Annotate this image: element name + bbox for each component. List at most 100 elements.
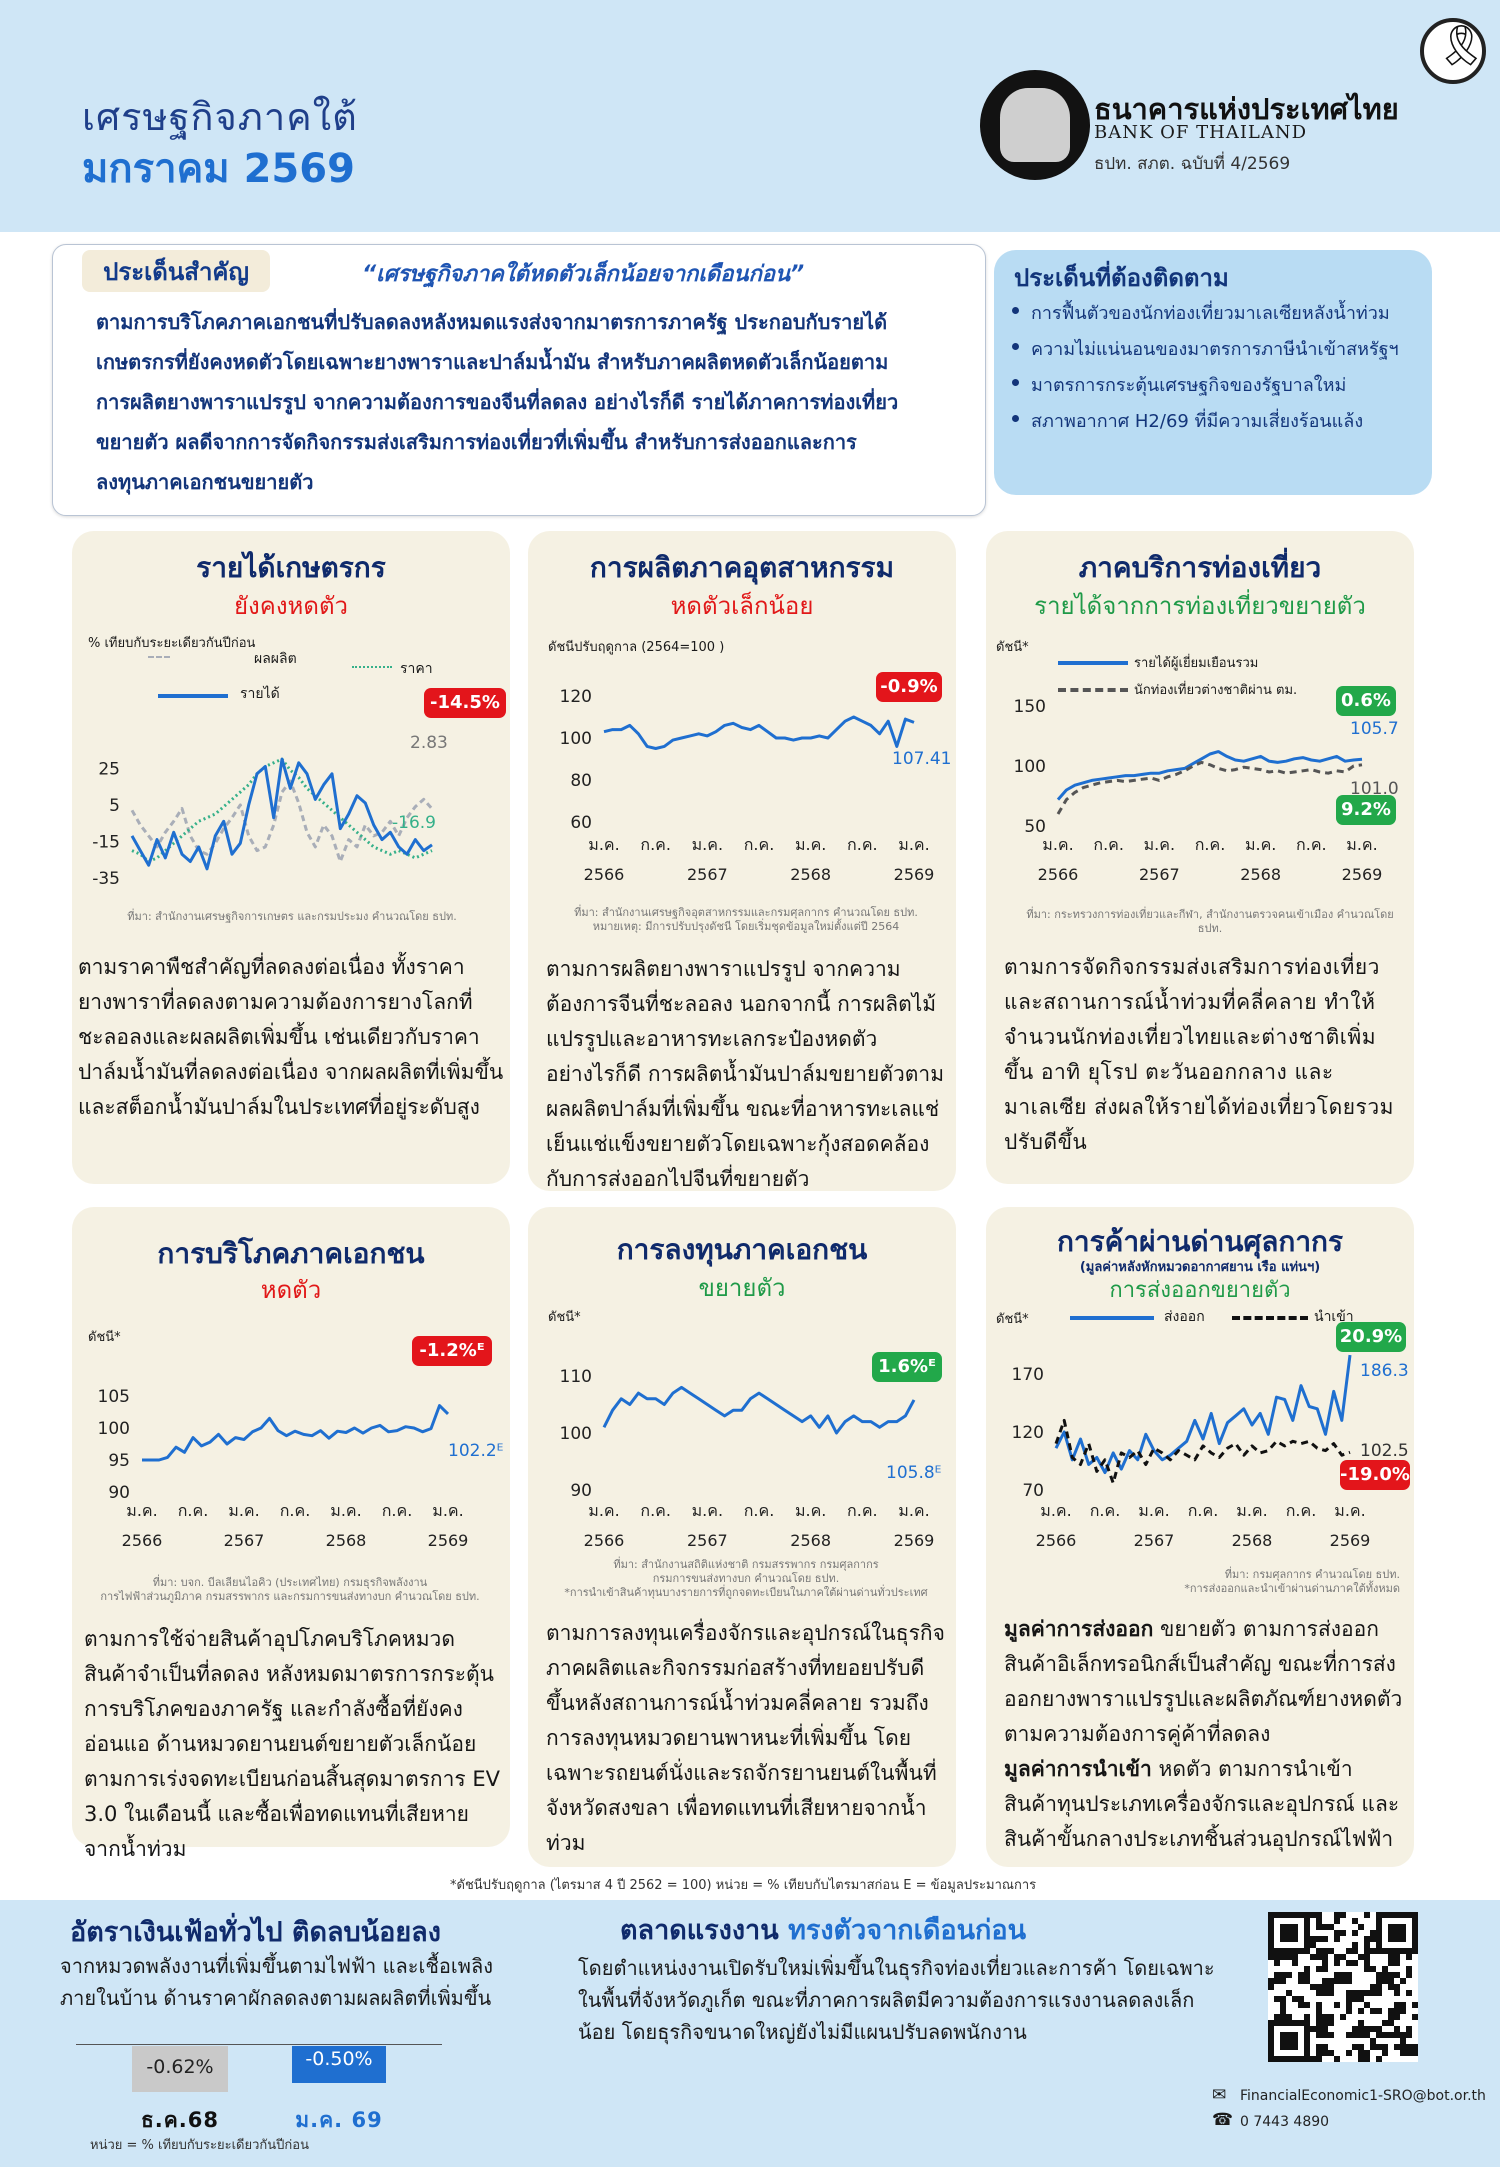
legend-production-line — [148, 656, 170, 658]
contact-phone[interactable]: 0 7443 4890 — [1240, 2114, 1330, 2130]
qr-module — [1274, 1972, 1280, 1978]
series-line — [130, 779, 434, 863]
legend-foreign: นักท่องเที่ยวต่างชาติผ่าน ตม. — [1134, 683, 1298, 698]
qr-module — [1322, 2050, 1328, 2056]
watch-item: ความไม่แน่นอนของมาตรการภาษีนำเข้าสหรัฐฯ — [1012, 334, 1432, 370]
x-year-label: 2567 — [224, 1531, 265, 1550]
qr-module — [1346, 2008, 1352, 2014]
inflation-axis-line — [76, 2044, 442, 2045]
qr-module — [1340, 1978, 1346, 1984]
x-year-label: 2568 — [790, 1531, 831, 1550]
qr-module — [1388, 2014, 1394, 2020]
qr-module — [1352, 2032, 1358, 2038]
industry-badge: -0.9% — [876, 672, 942, 702]
trade-badge-import: -19.0% — [1340, 1460, 1410, 1490]
series-line — [131, 757, 433, 863]
qr-module — [1322, 1954, 1328, 1960]
qr-module — [1298, 2002, 1304, 2008]
qr-module — [1376, 1990, 1382, 1996]
farm-title: รายได้เกษตรกร — [196, 551, 386, 584]
end-value-label: 186.3 — [1360, 1361, 1409, 1381]
industry-body: ตามการผลิตยางพาราแปรรูป จากความต้องการจี… — [546, 957, 945, 1191]
qr-module — [1388, 2008, 1394, 2014]
x-tick-label: ม.ค. — [692, 1501, 723, 1520]
qr-module — [1322, 2032, 1328, 2038]
industry-chart-svg: 120 100 80 60 ม.ค. ก.ค. ม.ค. ก.ค. ม.ค. ก.ค. ม.ค. 25… — [560, 687, 952, 884]
qr-code[interactable] — [1268, 1912, 1418, 2062]
end-value-label: -16.9 — [392, 813, 436, 833]
legend-import: นำเข้า — [1314, 1309, 1354, 1325]
qr-module — [1316, 2056, 1322, 2062]
x-tick-label: ม.ค. — [330, 1501, 361, 1520]
bank-seal-emblem — [1000, 88, 1070, 162]
farm-unit: % เทียบกับระยะเดียวกันปีก่อน — [88, 636, 256, 651]
consumption-title: การบริโภคภาคเอกชน — [157, 1237, 425, 1270]
x-tick-label: ม.ค. — [795, 835, 826, 854]
qr-module — [1352, 1918, 1358, 1924]
inflation-bar-dec — [132, 2046, 228, 2092]
x-year-label: 2567 — [1139, 865, 1180, 884]
qr-module — [1340, 1972, 1346, 1978]
qr-module — [1346, 1960, 1352, 1966]
contact-email[interactable]: FinancialEconomic1-SRO@bot.or.th — [1240, 2088, 1486, 2104]
qr-module — [1322, 1948, 1328, 1954]
key-line: ลงทุนภาคเอกชนขยายตัว — [96, 470, 314, 494]
legend-export: ส่งออก — [1164, 1309, 1205, 1325]
qr-module — [1364, 1936, 1370, 1942]
x-tick-label: ม.ค. — [1042, 835, 1073, 854]
qr-module — [1334, 1978, 1340, 1984]
x-tick-label: ม.ค. — [692, 835, 723, 854]
x-tick-label: ก.ค. — [1286, 1501, 1317, 1520]
legend-tourism-income-line — [1058, 661, 1128, 665]
trade-export-heading: มูลค่าการส่งออก — [1004, 1617, 1154, 1641]
trade-import-text: หดตัว ตามการนำเข้าสินค้าทุนประเภทเครื่อง… — [1004, 1757, 1400, 1851]
bank-name-thai: ธนาคารแห่งประเทศไทย — [1094, 92, 1399, 126]
legend-price: ราคา — [400, 661, 433, 677]
qr-module — [1346, 1978, 1352, 1984]
qr-module — [1376, 2056, 1382, 2062]
qr-module — [1268, 1954, 1274, 1960]
report-month: มกราคม 2569 — [82, 146, 355, 192]
qr-module — [1280, 2008, 1286, 2014]
qr-module — [1316, 1918, 1322, 1924]
tourism-chart: 150 100 50 ม.ค. ก.ค. ม.ค. ก.ค. ม.ค. ก.ค. ม.ค. 2566… — [994, 676, 1414, 892]
consumption-source-2: การไฟฟ้าส่วนภูมิภาค กรมสรรพากร และกรมการ… — [100, 1590, 480, 1603]
qr-module — [1406, 1954, 1412, 1960]
qr-module — [1310, 2026, 1316, 2032]
report-title: เศรษฐกิจภาคใต้ — [82, 95, 358, 139]
qr-module — [1280, 1978, 1286, 1984]
tourism-body: ตามการจัดกิจกรรมส่งเสริมการท่องเที่ยวและ… — [1004, 955, 1394, 1154]
bullet-icon — [1012, 343, 1019, 350]
x-tick-label: ม.ค. — [1040, 1501, 1071, 1520]
end-value-label: 105.8ᴱ — [886, 1463, 942, 1483]
watch-list-box — [994, 250, 1432, 495]
qr-module — [1382, 2032, 1388, 2038]
trade-body: มูลค่าการส่งออก ขยายตัว ตามการส่งออกสินค… — [1004, 1612, 1404, 1857]
x-tick-label: ม.ค. — [898, 835, 929, 854]
qr-finder — [1268, 1912, 1310, 1954]
x-year-label: 2569 — [1342, 865, 1383, 884]
qr-module — [1286, 1954, 1292, 1960]
x-tick-label: ก.ค. — [640, 835, 671, 854]
qr-module — [1358, 1996, 1364, 2002]
qr-module — [1316, 2014, 1322, 2020]
industry-source: ที่มา: สำนักงานเศรษฐกิจอุตสาหกรรมและกรมศ… — [574, 906, 918, 919]
card-tourism — [986, 531, 1414, 1184]
legend-price-line — [352, 666, 392, 668]
inflation-title: อัตราเงินเฟ้อทั่วไป ติดลบน้อยลง — [70, 1917, 441, 1948]
qr-module — [1358, 2056, 1364, 2062]
qr-module — [1292, 1996, 1298, 2002]
x-year-label: 2569 — [1330, 1531, 1371, 1550]
legend-export-line — [1070, 1316, 1154, 1320]
x-year-label: 2569 — [894, 1531, 935, 1550]
qr-module — [1316, 1912, 1322, 1918]
trade-source-2: *การส่งออกและนำเข้าผ่านด่านภาคใต้ทั้งหมด — [1184, 1582, 1400, 1595]
qr-module — [1394, 1960, 1400, 1966]
farm-badge: -14.5% — [424, 688, 506, 718]
x-year-label: 2569 — [894, 865, 935, 884]
qr-module — [1370, 2038, 1376, 2044]
qr-module — [1316, 2026, 1322, 2032]
inflation-value-jan: -0.50% — [305, 2048, 373, 2070]
header-band — [0, 0, 1500, 232]
